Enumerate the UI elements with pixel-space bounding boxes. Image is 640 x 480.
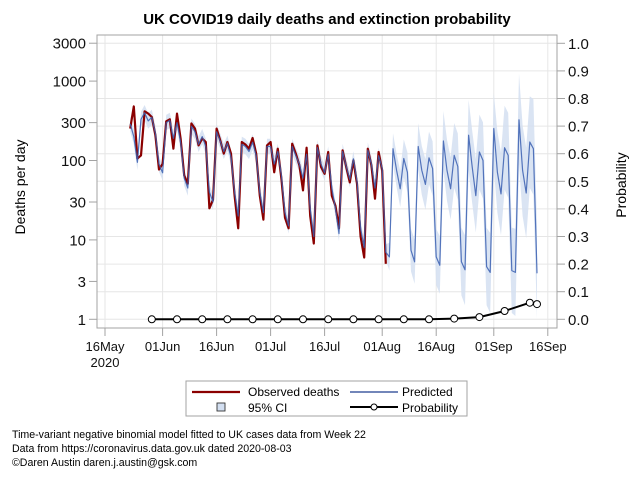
y-tick-label: 30 <box>69 195 86 212</box>
y-tick-label: 3 <box>78 274 86 291</box>
legend-item-predicted: Predicted <box>350 385 453 399</box>
probability-point <box>324 315 333 324</box>
y2-axis-label: Probability <box>613 152 629 217</box>
probability-point <box>425 315 433 324</box>
x-tick-label: 16Jul <box>309 339 340 354</box>
probability-point <box>533 300 541 309</box>
x-tick-label: 16Aug <box>417 339 455 354</box>
y-tick-label: 1000 <box>53 74 86 91</box>
legend-label-ci: 95% CI <box>248 401 287 415</box>
probability-point <box>248 315 257 324</box>
series-lines <box>129 105 538 274</box>
legend: Observed deaths Predicted 95% CI Probabi… <box>185 380 468 417</box>
probability-point <box>173 315 181 324</box>
probability-point <box>198 315 207 324</box>
legend-label-probability: Probability <box>402 401 458 415</box>
footnote-copyright: ©Daren Austin daren.j.austin@gsk.com <box>12 457 197 469</box>
probability-layer <box>147 298 541 324</box>
legend-swatch-ci-square <box>216 402 226 412</box>
predicted-line <box>129 112 538 274</box>
probability-point <box>525 298 534 307</box>
x-tick-label: 16Sep <box>529 339 567 354</box>
legend-box <box>185 380 468 417</box>
legend-item-observed: Observed deaths <box>192 385 339 399</box>
legend-label-observed: Observed deaths <box>248 385 339 399</box>
y2-tick-label: 0.4 <box>568 201 589 218</box>
probability-point <box>500 307 509 315</box>
y2-tick-label: 0.9 <box>568 63 589 80</box>
x-tick-year-label: 2020 <box>91 355 120 370</box>
x-tick-label: 01Sep <box>475 339 513 354</box>
x-tick-label: 01Jun <box>145 339 180 354</box>
footnote-data-source: Data from https://coronavirus.data.gov.u… <box>12 443 292 455</box>
legend-item-probability: Probability <box>350 401 458 415</box>
probability-point <box>475 313 484 322</box>
y2-tick-label: 0.0 <box>568 312 589 329</box>
y2-tick-label: 0.8 <box>568 91 589 108</box>
y2-tick-label: 1.0 <box>568 36 589 53</box>
y-tick-label: 1 <box>78 312 86 329</box>
y-tick-label: 3000 <box>53 36 86 53</box>
probability-point <box>374 315 383 324</box>
legend-label-predicted: Predicted <box>402 385 453 399</box>
x-tick-label: 01Jul <box>255 339 286 354</box>
y2-tick-label: 0.7 <box>568 119 589 136</box>
y2-tick-label: 0.1 <box>568 284 589 301</box>
probability-point <box>223 315 232 324</box>
y-tick-label: 300 <box>61 115 86 132</box>
y-axis-right: 0.0 0.1 0.2 0.3 0.4 0.5 0.6 0.7 0.8 0.9 1.0 <box>557 36 589 329</box>
y2-tick-label: 0.6 <box>568 146 589 163</box>
y-axis-left: 1 3 10 30 100 300 1000 3000 <box>53 36 97 329</box>
footnote-model: Time-variant negative binomial model fit… <box>12 429 366 441</box>
x-tick-label: 01Aug <box>363 339 401 354</box>
x-tick-label: 16May <box>85 339 125 354</box>
legend-swatch-probability-marker <box>370 403 378 411</box>
y2-tick-label: 0.3 <box>568 229 589 246</box>
probability-point <box>450 314 459 323</box>
probability-point <box>299 315 307 324</box>
y-tick-label: 100 <box>61 153 86 170</box>
probability-point <box>147 315 156 324</box>
y2-tick-label: 0.2 <box>568 257 589 274</box>
chart-title: UK COVID19 daily deaths and extinction p… <box>143 11 511 28</box>
probability-point <box>399 315 408 324</box>
probability-point <box>273 315 282 324</box>
y2-tick-label: 0.5 <box>568 174 589 191</box>
y-axis-label: Deaths per day <box>12 140 28 235</box>
y-tick-label: 10 <box>69 232 86 249</box>
legend-item-ci: 95% CI <box>216 401 287 415</box>
probability-point <box>349 315 358 324</box>
x-tick-label: 16Jun <box>199 339 234 354</box>
